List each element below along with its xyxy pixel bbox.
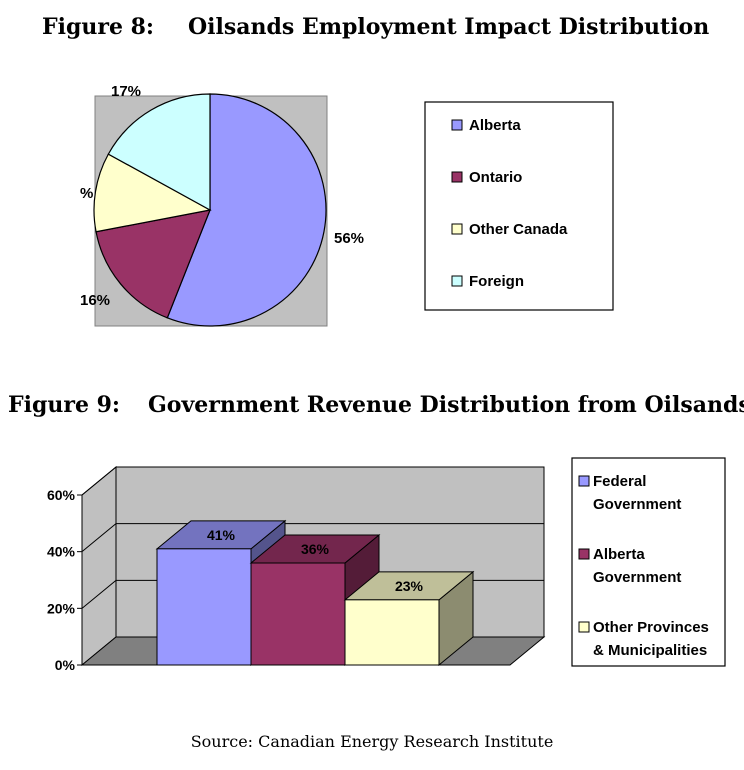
pie-slice-foreign (107, 93, 211, 212)
legend-swatch (451, 171, 463, 183)
legend-swatch (451, 275, 463, 287)
legend-entry: Foreign (469, 273, 524, 290)
legend-entry: & Municipalities (593, 642, 707, 659)
legend-entry: Other Canada (469, 221, 568, 238)
figure8-pie-chart: 56% 16%% 17% Alberta Ontario Other Canada Fore… (80, 83, 614, 327)
y-tick-label: 60% (47, 487, 76, 503)
bar-data-label: 41% (207, 527, 236, 543)
bar-front (156, 548, 252, 666)
pie-slice-ontario (95, 209, 211, 319)
source-note: Source: Canadian Energy Research Institu… (190, 732, 554, 751)
pie-data-label: 16% (80, 292, 110, 309)
legend-entry: Government (593, 496, 681, 513)
figure8-title-text: Oilsands Employment Impact Distribution (188, 14, 710, 40)
side-wall (81, 465, 117, 667)
pie-data-label: 17% (111, 83, 141, 100)
legend-box (424, 101, 614, 311)
legend-swatch (578, 548, 590, 560)
legend-swatch (578, 621, 590, 633)
figure8-legend: Alberta Ontario Other Canada Foreign (424, 101, 614, 311)
figure9-number: Figure 9: (8, 392, 121, 418)
figure9-title-text: Government Revenue Distribution from Oil… (148, 392, 744, 418)
figure9-legend: Federal Government Alberta Government Other … (571, 457, 726, 667)
pie-data-label: % (80, 185, 93, 202)
legend-swatch (451, 119, 463, 131)
bar-data-label: 36% (301, 541, 330, 557)
bar-front (250, 562, 346, 666)
figure8-number: Figure 8: (42, 14, 155, 40)
figure9-title: Figure 9: Government Revenue Distribution… (8, 392, 744, 418)
gridline (81, 466, 544, 496)
figure8-title: Figure 8: Oilsands Employment Impact Dist… (42, 14, 709, 40)
bar-front (344, 599, 440, 666)
pie-data-label: 56% (334, 230, 364, 247)
gridline (81, 523, 544, 553)
legend-entry: Federal (593, 473, 646, 490)
legend-entry: Alberta (593, 546, 645, 563)
legend-swatch (578, 475, 590, 487)
pie-slice-alberta (166, 93, 327, 327)
pie-slice-other-canada (93, 153, 212, 233)
y-tick-label: 20% (47, 600, 76, 616)
legend-entry: Alberta (469, 117, 521, 134)
legend-box (571, 457, 726, 667)
legend-swatch (451, 223, 463, 235)
y-tick-label: 0% (55, 657, 76, 673)
legend-entry: Government (593, 569, 681, 586)
y-tick-label: 40% (47, 544, 76, 560)
bar-data-label: 23% (395, 578, 424, 594)
bar-3 (343, 570, 475, 667)
legend-entry: Ontario (469, 169, 522, 186)
legend-entry: Other Provinces (593, 619, 709, 636)
